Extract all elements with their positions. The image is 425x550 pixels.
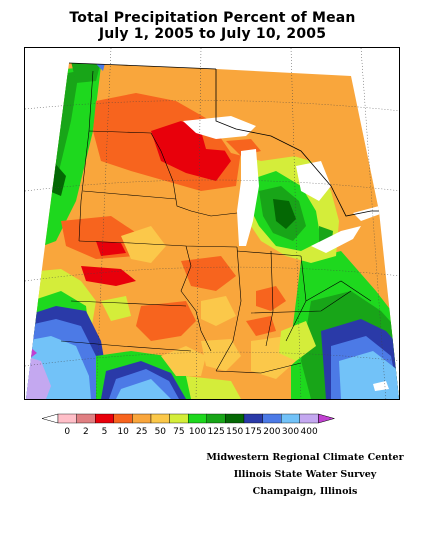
legend-label: 150: [226, 427, 243, 437]
legend-swatch-high-arrow: [318, 413, 336, 424]
legend-label: 300: [282, 427, 299, 437]
legend-swatch: [57, 413, 77, 424]
legend-swatch: [150, 413, 170, 424]
legend-label: 2: [83, 427, 89, 437]
legend-swatch: [281, 413, 301, 424]
legend-label: 175: [245, 427, 262, 437]
precipitation-map: [24, 47, 400, 400]
legend-label: 5: [102, 427, 108, 437]
credit-line-3: Champaign, Illinois: [252, 486, 358, 497]
credit-line-1: Midwestern Regional Climate Center: [206, 452, 404, 463]
legend-swatch: [225, 413, 245, 424]
legend-swatch: [132, 413, 152, 424]
precipitation-field: [26, 63, 399, 399]
legend-swatch: [94, 413, 114, 424]
legend-label: 75: [173, 427, 184, 437]
map-title-line2: July 1, 2005 to July 10, 2005: [98, 26, 327, 42]
legend-swatch-low-arrow: [41, 413, 59, 424]
legend-swatch: [113, 413, 133, 424]
map-title-line1: Total Precipitation Percent of Mean: [69, 10, 356, 26]
legend-swatch: [206, 413, 226, 424]
legend: 0 2 5 10 25 50 75 100 125 150 175 200 300 400: [41, 413, 336, 437]
legend-swatch: [76, 413, 96, 424]
state-boundaries: [60, 70, 372, 374]
legend-label: 200: [263, 427, 280, 437]
legend-label: 50: [155, 427, 167, 437]
legend-label: 10: [117, 427, 129, 437]
credit-line-2: Illinois State Water Survey: [233, 469, 377, 480]
lat-long-grid: [25, 48, 399, 399]
legend-swatch: [169, 413, 189, 424]
legend-label: 100: [189, 427, 206, 437]
legend-label: 125: [208, 427, 225, 437]
legend-swatch: [243, 413, 263, 424]
legend-swatch: [262, 413, 282, 424]
legend-label: 0: [64, 427, 70, 437]
legend-swatch: [187, 413, 207, 424]
legend-label: 25: [136, 427, 147, 437]
legend-label: 400: [301, 427, 318, 437]
legend-swatch: [299, 413, 319, 424]
map-canvas: [25, 48, 399, 399]
